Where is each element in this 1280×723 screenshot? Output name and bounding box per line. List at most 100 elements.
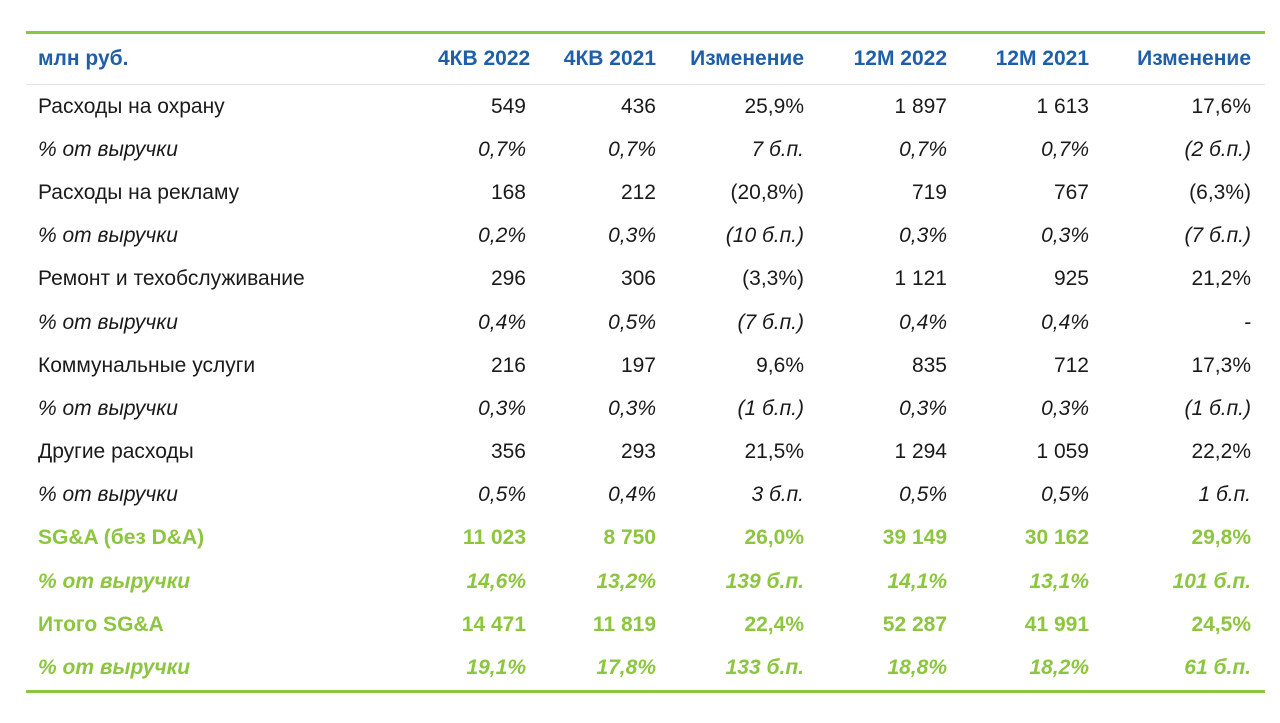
- table-cell: 9,6%: [756, 353, 804, 377]
- table-cell: 101 б.п.: [1172, 569, 1251, 593]
- table-cell: 133 б.п.: [725, 656, 804, 680]
- table-cell: 296: [490, 267, 526, 291]
- row-label: % от выручки: [38, 224, 178, 248]
- table-cell: 0,4%: [899, 310, 947, 334]
- table-cell: 0,2%: [478, 224, 526, 248]
- table-cell: (10 б.п.): [725, 224, 804, 248]
- table-cell: (7 б.п.): [1184, 224, 1251, 248]
- table-row: Ремонт и техобслуживание 296 306 (3,3%) 1 12…: [26, 258, 1265, 301]
- table-cell: (3,3%): [742, 267, 804, 291]
- table-cell: 8 750: [603, 526, 656, 550]
- table-row: % от выручки 0,5% 0,4% 3 б.п. 0,5% 0,5% 1 б.п.: [26, 474, 1265, 517]
- table-cell: (1 б.п.): [1184, 396, 1251, 420]
- table-cell: 14 471: [461, 612, 526, 636]
- table-cell: 1 294: [894, 440, 947, 464]
- table-cell: 356: [490, 440, 526, 464]
- table-cell: (1 б.п.): [737, 396, 804, 420]
- table-row: Другие расходы 356 293 21,5% 1 294 1 059 22,2%: [26, 431, 1265, 474]
- table-cell: 61 б.п.: [1184, 656, 1251, 680]
- table-cell: 18,8%: [887, 656, 947, 680]
- table-row: % от выручки 19,1% 17,8% 133 б.п. 18,8% 18,2%…: [26, 646, 1265, 689]
- table-cell: (6,3%): [1189, 180, 1251, 204]
- table-cell: 0,7%: [899, 137, 947, 161]
- table-cell: 139 б.п.: [725, 569, 804, 593]
- table-row: SG&A (без D&A) 11 023 8 750 26,0% 39 149 30 1…: [26, 517, 1265, 560]
- table-cell: 212: [620, 180, 656, 204]
- row-label: Расходы на рекламу: [38, 180, 240, 204]
- table-cell: 24,5%: [1191, 612, 1251, 636]
- table-cell: 18,2%: [1029, 656, 1089, 680]
- table-cell: 14,6%: [466, 569, 526, 593]
- table-cell: (2 б.п.): [1184, 137, 1251, 161]
- table-cell: 0,7%: [1041, 137, 1089, 161]
- table-cell: 21,2%: [1191, 267, 1251, 291]
- table-cell: 22,2%: [1191, 440, 1251, 464]
- table-cell: 41 991: [1024, 612, 1089, 636]
- table-row: % от выручки 0,3% 0,3% (1 б.п.) 0,3% 0,3% (1 б…: [26, 387, 1265, 430]
- row-label: % от выручки: [38, 396, 178, 420]
- table-cell: 0,5%: [478, 483, 526, 507]
- table-cell: 19,1%: [466, 656, 526, 680]
- table-cell: 25,9%: [744, 94, 804, 118]
- table-cell: 0,3%: [608, 224, 656, 248]
- header-4q-2021: 4КВ 2021: [540, 34, 670, 85]
- header-4q-2022: 4КВ 2022: [426, 34, 540, 85]
- table-cell: 0,5%: [1041, 483, 1089, 507]
- table-cell: 0,3%: [899, 224, 947, 248]
- table-row: % от выручки 0,7% 0,7% 7 б.п. 0,7% 0,7% (2 б.п…: [26, 128, 1265, 171]
- table-cell: 767: [1053, 180, 1089, 204]
- table-cell: 17,6%: [1191, 94, 1251, 118]
- table-cell: 712: [1053, 353, 1089, 377]
- table-cell: 0,7%: [478, 137, 526, 161]
- table-cell: 14,1%: [887, 569, 947, 593]
- row-label: Итого SG&A: [38, 612, 164, 636]
- row-label: % от выручки: [38, 656, 191, 680]
- row-label: % от выручки: [38, 483, 178, 507]
- table-row: Расходы на рекламу 168 212 (20,8%) 719 767 (6,…: [26, 171, 1265, 214]
- table-cell: 52 287: [882, 612, 947, 636]
- table-cell: 306: [620, 267, 656, 291]
- table-row: Коммунальные услуги 216 197 9,6% 835 712 17,3%: [26, 344, 1265, 387]
- table-row: Итого SG&A 14 471 11 819 22,4% 52 287 41 991 2…: [26, 603, 1265, 646]
- table-cell: 216: [490, 353, 526, 377]
- table-cell: 0,5%: [899, 483, 947, 507]
- table-cell: 17,8%: [596, 656, 656, 680]
- table-cell: 0,3%: [608, 396, 656, 420]
- table-cell: 11 819: [592, 612, 656, 636]
- table-cell: 1 897: [894, 94, 947, 118]
- header-row: млн руб. 4КВ 2022 4КВ 2021 Изменение 12М…: [26, 34, 1265, 85]
- table-cell: 1 059: [1036, 440, 1089, 464]
- table-cell: 0,5%: [608, 310, 656, 334]
- table-cell: 1 121: [894, 267, 947, 291]
- table-cell: 13,2%: [596, 569, 656, 593]
- table-cell: 7 б.п.: [751, 137, 804, 161]
- table-cell: 13,1%: [1029, 569, 1089, 593]
- table-cell: 1 б.п.: [1198, 483, 1251, 507]
- table-cell: 293: [620, 440, 656, 464]
- header-4q-change: Изменение: [670, 34, 818, 85]
- table-row: % от выручки 0,4% 0,5% (7 б.п.) 0,4% 0,4% -: [26, 301, 1265, 344]
- table-cell: (7 б.п.): [737, 310, 804, 334]
- row-label: % от выручки: [38, 137, 178, 161]
- header-12m-2022: 12М 2022: [818, 34, 961, 85]
- table-cell: 835: [911, 353, 947, 377]
- table-cell: 22,4%: [744, 612, 804, 636]
- table-cell: 0,4%: [1041, 310, 1089, 334]
- row-label: Коммунальные услуги: [38, 353, 256, 377]
- top-rule: [26, 31, 1265, 34]
- table-cell: 30 162: [1024, 526, 1089, 550]
- table-cell: 1 613: [1036, 94, 1089, 118]
- table-cell: 0,3%: [1041, 396, 1089, 420]
- table-cell: 549: [490, 94, 526, 118]
- table-cell: 0,3%: [899, 396, 947, 420]
- header-12m-2021: 12М 2021: [961, 34, 1103, 85]
- sga-table-container: млн руб. 4КВ 2022 4КВ 2021 Изменение 12М…: [26, 31, 1265, 693]
- table-cell: 39 149: [882, 526, 947, 550]
- table-row: % от выручки 0,2% 0,3% (10 б.п.) 0,3% 0,3% (7 …: [26, 215, 1265, 258]
- table-cell: 17,3%: [1191, 353, 1251, 377]
- table-cell: 3 б.п.: [751, 483, 804, 507]
- row-label: % от выручки: [38, 310, 178, 334]
- table-row: Расходы на охрану 549 436 25,9% 1 897 1 613 17…: [26, 85, 1265, 129]
- table-cell: 436: [620, 94, 656, 118]
- row-label: Другие расходы: [38, 440, 194, 464]
